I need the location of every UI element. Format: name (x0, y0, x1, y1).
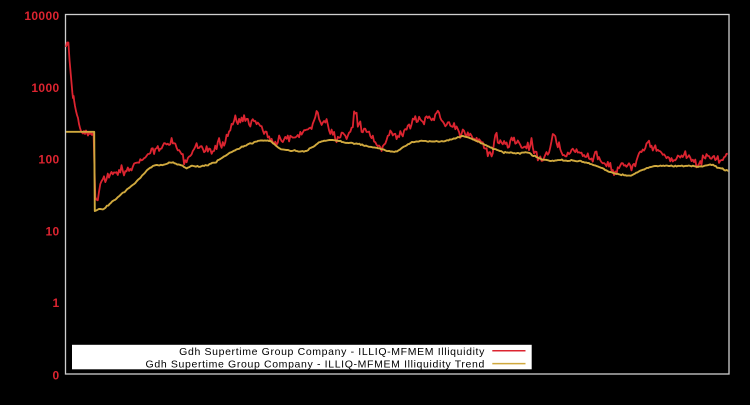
svg-text:1000: 1000 (31, 81, 59, 95)
svg-text:100: 100 (38, 153, 59, 167)
svg-text:10000: 10000 (24, 9, 59, 23)
svg-text:10: 10 (45, 224, 59, 238)
svg-text:Gdh Supertime Group Company -: Gdh Supertime Group Company - ILLIQ-MFME… (179, 346, 485, 358)
svg-text:1: 1 (52, 296, 59, 310)
svg-text:Gdh Supertime Group Company -: Gdh Supertime Group Company - ILLIQ-MFME… (146, 358, 485, 370)
svg-text:0: 0 (52, 369, 59, 383)
